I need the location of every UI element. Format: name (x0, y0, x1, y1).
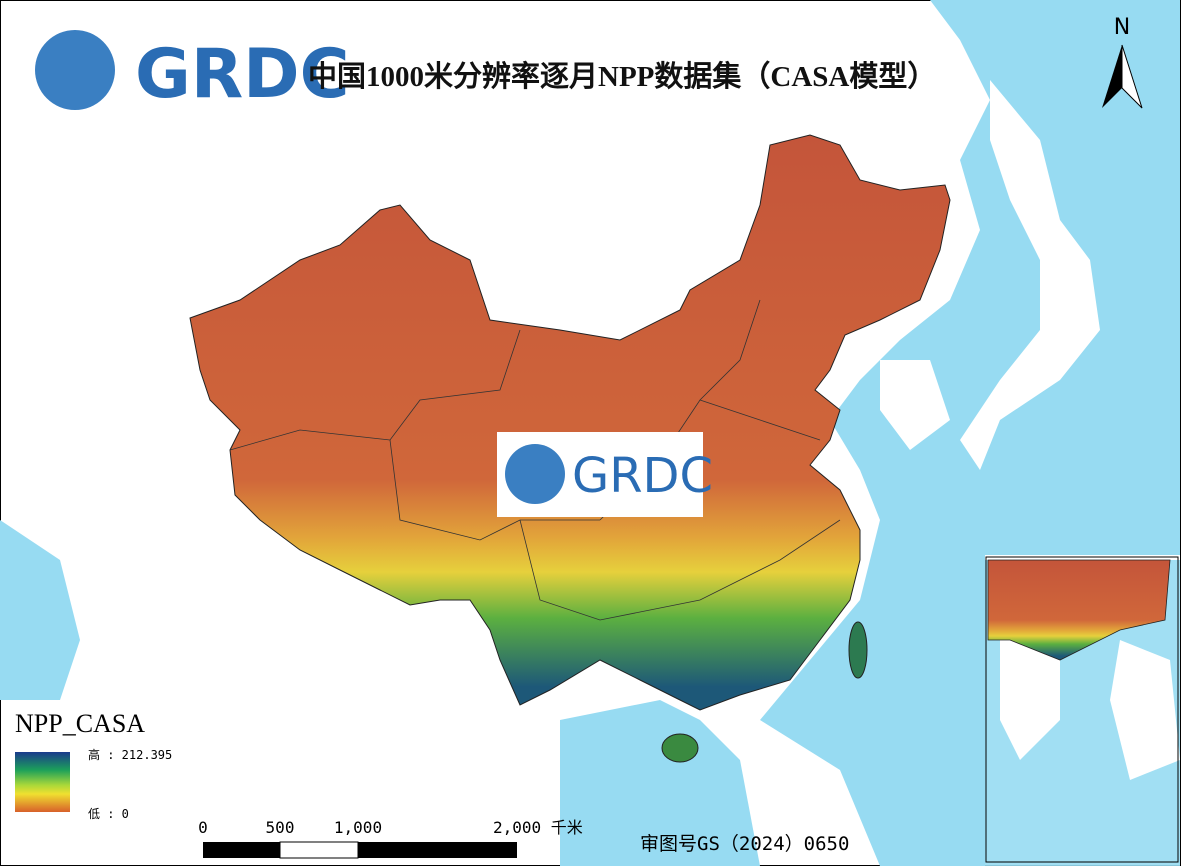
scale-segment (279, 841, 359, 859)
map-title: 中国1000米分辨率逐月NPP数据集（CASA模型） (308, 59, 936, 93)
legend-title: NPP_CASA (15, 709, 145, 738)
north-arrow (1121, 44, 1143, 109)
scale-bar (203, 841, 517, 859)
legend-ramp (15, 752, 70, 812)
scale-label: 2,000 千米 (493, 818, 583, 837)
logo-text: GRDC (135, 35, 350, 114)
logo-globe (35, 30, 115, 110)
legend-high: 高 : 212.395 (88, 747, 172, 762)
north-arrow (1102, 45, 1122, 108)
scale-label: 1,000 (334, 818, 382, 837)
china-npp (189, 134, 951, 711)
scale-segment (203, 842, 280, 858)
scale-label: 500 (266, 818, 295, 837)
hainan (661, 733, 699, 763)
center-logo-globe (505, 444, 565, 504)
scale-label: 0 (198, 818, 208, 837)
approval-number: 审图号GS（2024）0650 (640, 833, 849, 855)
inset-south-china (987, 559, 1171, 661)
center-logo-text: GRDC (572, 448, 713, 504)
taiwan (848, 621, 868, 679)
scale-segment (358, 842, 517, 858)
north-label: N (1114, 15, 1130, 40)
legend-low: 低 : 0 (88, 807, 129, 821)
inset-frame (985, 556, 1179, 863)
